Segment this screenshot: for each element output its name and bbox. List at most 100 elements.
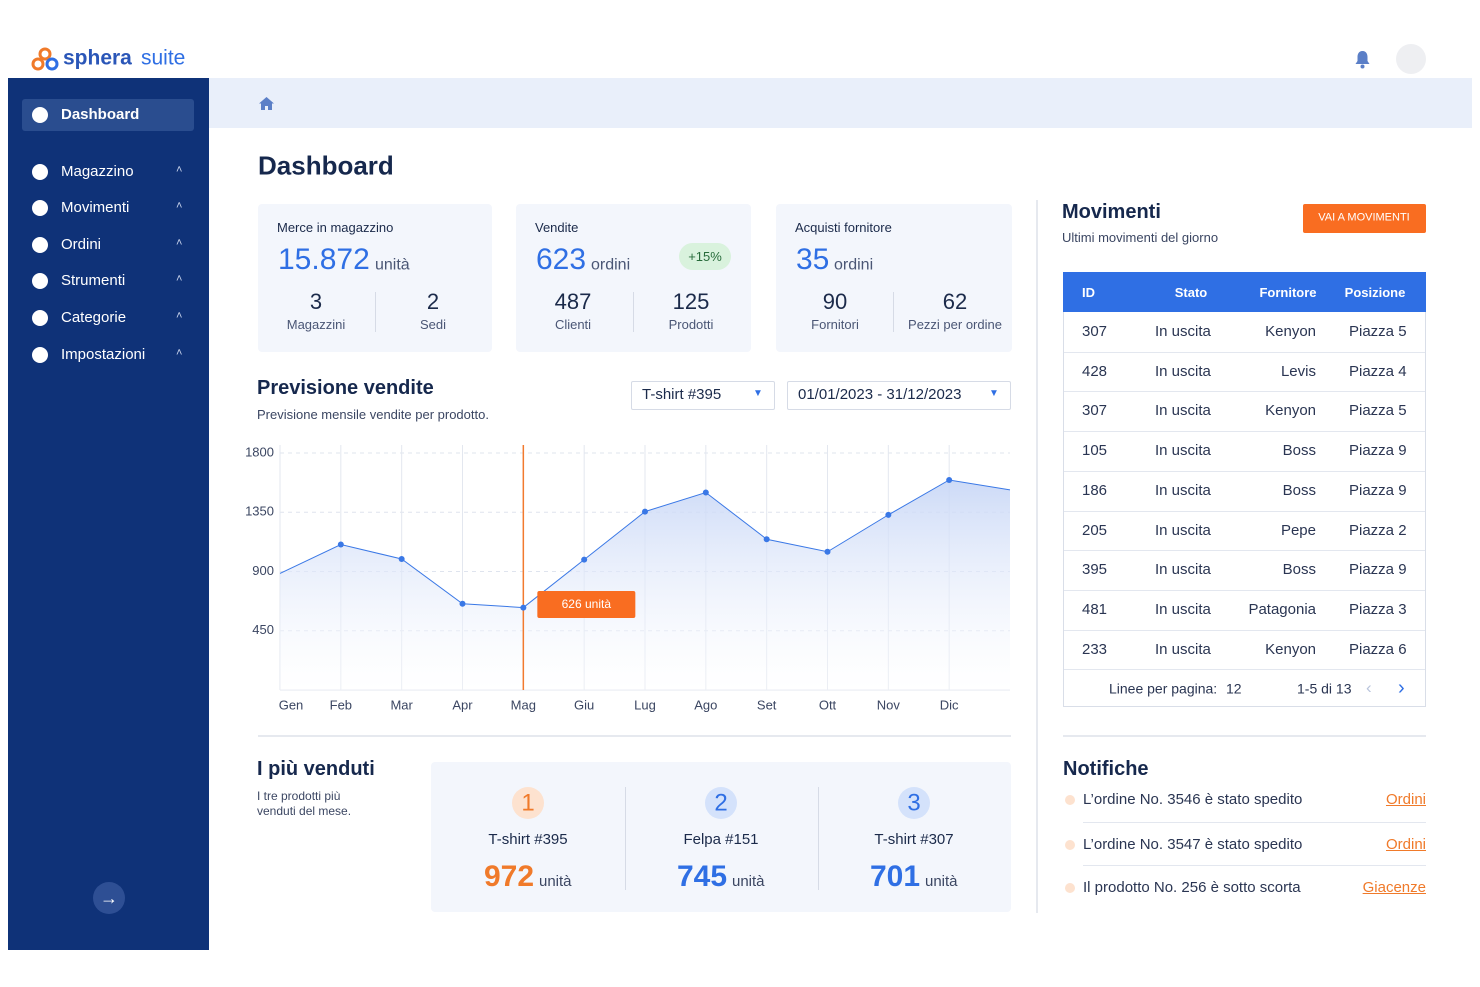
notification-link[interactable]: Giacenze (1362, 879, 1426, 896)
dropdown-label[interactable]: 01/01/2023 - 31/12/2023 (798, 386, 962, 403)
chevron[interactable]: ˄ (176, 310, 183, 322)
cell: Levis (1280, 362, 1316, 380)
divider (258, 735, 1011, 737)
sidebar-toggle[interactable]: → (93, 882, 125, 914)
column-header: Posizione (1344, 285, 1406, 301)
x-tick-label: Ott (819, 697, 837, 712)
menu-item[interactable]: Magazzino (61, 163, 134, 180)
logo-icon (31, 47, 59, 71)
stat-title: Merce in magazzino (277, 220, 394, 236)
chevron[interactable]: ˄ (176, 347, 183, 359)
cell: Piazza 2 (1349, 521, 1407, 539)
badge (679, 243, 731, 270)
cell: Piazza 3 (1349, 600, 1407, 618)
dropdown[interactable] (631, 381, 775, 410)
x-tick-label: Dic (940, 697, 959, 712)
row-divider (1064, 510, 1425, 512)
cell: 481 (1082, 600, 1108, 618)
product-name: Felpa #151 (683, 831, 759, 848)
y-tick-label: 1800 (245, 444, 274, 459)
action-button[interactable] (1303, 204, 1426, 233)
cell: 428 (1082, 362, 1108, 380)
notification-link[interactable]: Ordini (1385, 836, 1426, 853)
y-tick-label: 900 (252, 563, 274, 578)
dropdown[interactable] (787, 381, 1011, 410)
notification-text: L’ordine No. 3546 è stato spedito (1083, 791, 1303, 808)
cell: 307 (1082, 323, 1108, 340)
menu-item[interactable]: Impostazioni (61, 346, 146, 363)
menu-item[interactable]: Ordini (61, 236, 102, 253)
stat-unit: ordini (834, 256, 874, 274)
menu-bullet[interactable] (32, 107, 48, 123)
rank: 2 (714, 789, 728, 817)
pager-size[interactable]: 12 (1226, 680, 1242, 697)
chevron[interactable]: ˄ (176, 273, 183, 285)
cell: In uscita (1155, 402, 1211, 420)
best-divider (625, 787, 626, 890)
notification-dot (1065, 795, 1075, 805)
notification-divider (1083, 865, 1426, 866)
row-divider (1064, 629, 1425, 631)
dropdown-caret[interactable]: ▼ (753, 388, 763, 399)
tooltip (537, 591, 636, 618)
detail-label: Sedi (419, 317, 447, 333)
avatar[interactable] (1396, 44, 1426, 74)
stat-card (776, 204, 1012, 352)
menu-bullet[interactable] (32, 164, 48, 180)
menu-bullet[interactable] (32, 310, 48, 326)
x-tick-label: Gen (279, 697, 304, 712)
cell: 395 (1082, 561, 1108, 579)
dropdown-caret[interactable]: ▼ (989, 388, 999, 399)
menu-bullet[interactable] (32, 200, 48, 216)
y-tick-label: 450 (252, 622, 274, 637)
cell: 186 (1082, 481, 1108, 499)
menu-bullet[interactable] (32, 273, 48, 289)
detail-value: 125 (672, 288, 710, 314)
detail-label: Clienti (554, 317, 592, 333)
column-header: ID (1082, 285, 1095, 301)
row-divider (1064, 431, 1425, 433)
detail-value: 62 (942, 288, 968, 314)
x-tick-label: Lug (634, 697, 656, 712)
menu-bullet[interactable] (32, 347, 48, 363)
cell: In uscita (1155, 323, 1211, 340)
stat-divider (633, 292, 634, 332)
pager-next[interactable]: › (1398, 677, 1405, 699)
bell-icon[interactable] (1354, 50, 1371, 69)
stat-value: 15.872 (278, 243, 370, 276)
x-tick-label: Mar (390, 697, 413, 712)
pager-label: Linee per pagina: (1109, 680, 1218, 697)
cell: 307 (1082, 402, 1108, 420)
notification-text: L’ordine No. 3547 è stato spedito (1083, 836, 1303, 853)
chevron[interactable]: ˄ (176, 237, 183, 249)
stat-title: Acquisti fornitore (795, 220, 892, 236)
detail-label: Prodotti (668, 317, 714, 333)
cell: In uscita (1155, 521, 1211, 539)
row-divider (1064, 351, 1425, 353)
rank-circle (898, 787, 930, 819)
area (280, 479, 1010, 690)
cell: Patagonia (1248, 600, 1316, 618)
chevron[interactable]: ˄ (176, 200, 183, 212)
menu-bullet[interactable] (32, 237, 48, 253)
menu-item[interactable]: Movimenti (61, 199, 130, 216)
menu-item[interactable]: Strumenti (61, 272, 126, 289)
section-title: Movimenti (1062, 201, 1161, 223)
home-icon[interactable] (258, 96, 275, 111)
stat-unit: ordini (591, 256, 631, 274)
button-label[interactable]: VAI A MOVIMENTI (1318, 211, 1410, 224)
active-item-bg[interactable] (22, 99, 194, 131)
section-subtitle: Previsione mensile vendite per prodotto. (257, 407, 489, 423)
pager-prev[interactable]: ‹ (1366, 678, 1372, 697)
menu-item[interactable]: Dashboard (61, 106, 140, 123)
dropdown-label[interactable]: T-shirt #395 (642, 386, 722, 403)
menu-item[interactable]: Categorie (61, 309, 127, 326)
chevron[interactable]: ˄ (176, 164, 183, 176)
notification-link[interactable]: Ordini (1385, 791, 1426, 808)
sidebar (8, 78, 209, 950)
badge-text: +15% (688, 249, 722, 265)
detail-value: 2 (426, 288, 440, 314)
cell: Piazza 5 (1349, 323, 1407, 340)
product-unit: unità (732, 873, 765, 890)
